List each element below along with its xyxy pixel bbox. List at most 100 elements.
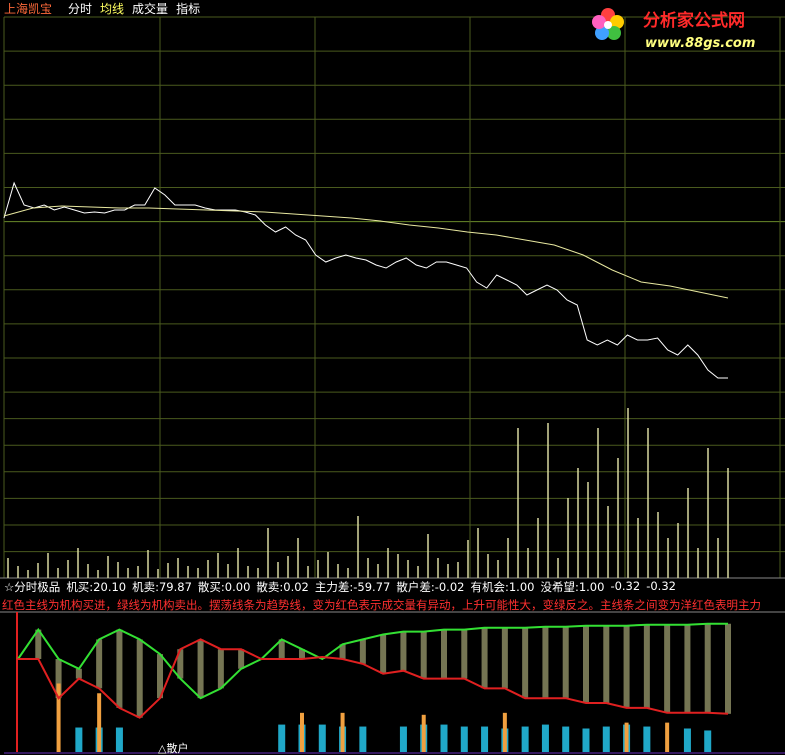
volume-bar [307,566,309,578]
volume-bar [547,423,549,578]
tab[interactable]: 成交量 [132,2,169,16]
volume-bar [497,560,499,578]
price-line [3,181,728,379]
logo-title: 分析家公式网 [643,10,745,31]
range-bar [217,649,224,689]
readout-item: -0.32 [610,579,641,593]
volume-bar [57,568,59,578]
range-bar [339,644,346,659]
range-bar [704,623,711,713]
volume-bar [537,518,539,578]
volume-bar [287,556,289,578]
orange-bar [97,693,102,752]
range-bar [238,649,245,669]
cyan-bar [460,726,468,752]
volume-bar [667,538,669,578]
volume-bar [67,560,69,578]
tab[interactable]: 均线 [100,2,125,16]
volume-bar [607,506,609,578]
readout-item: 散卖:0.02 [256,580,309,594]
orange-bar [502,712,507,752]
logo-petal [592,15,606,29]
volume-bar [627,408,629,578]
cyan-bar [541,724,549,752]
logo-petal [610,15,624,29]
orange-bar [300,712,304,752]
cyan-bar [115,727,123,752]
volume-bar [77,548,79,578]
volume-bar [357,516,359,578]
volume-bar [87,564,89,578]
price-line [3,205,729,299]
range-bar [197,639,204,699]
volume-bar [447,564,449,578]
volume-bar [727,468,729,578]
range-bar [96,639,103,689]
readout-item: 主力差:-59.77 [314,580,391,594]
range-bar [725,623,731,714]
volume-bar [647,428,649,578]
volume-bar [157,569,159,578]
volume-bar [577,468,579,578]
readout-item: 没希望:1.00 [540,580,605,594]
volume-bar [437,558,439,578]
range-bar [643,624,650,708]
readout-item: 散户差:-0.02 [396,580,465,594]
volume-bar [687,488,689,578]
volume-bar [187,566,189,578]
volume-bar [397,554,399,578]
volume-bar [637,518,639,578]
range-bar [278,639,285,659]
range-bar [177,649,184,679]
volume-bar [117,562,119,578]
indicator-line [18,638,729,719]
range-bar [461,629,468,679]
range-bar [623,625,630,708]
volume-bar [507,538,509,578]
volume-bar [717,538,719,578]
range-bar [75,668,82,679]
range-bar [400,631,407,671]
cyan-bar [683,728,691,752]
volume-bar [17,566,19,578]
header: 上海凯宝 分时 均线 成交量 指标 [4,0,200,17]
range-bar [35,629,42,659]
logo-center [604,21,612,29]
readout-item: 有机会:1.00 [470,580,535,594]
range-bar [55,658,62,699]
volume-bar [587,482,589,578]
marker: △散户 [158,742,189,755]
volume-bar [137,566,139,578]
volume-bar [97,570,99,578]
readout-item: -0.32 [646,579,676,593]
volume-bar [367,558,369,578]
volume-bar [37,563,39,578]
cyan-bar [440,724,448,752]
volume-bar [597,428,599,578]
range-bar [359,639,366,664]
cyan-bar [704,730,712,752]
volume-bar [217,553,219,578]
volume-bar [167,563,169,578]
readout-item: 机卖:79.87 [132,580,192,594]
tab[interactable]: 分时 [68,2,93,16]
volume-bar [327,552,329,578]
orange-bar [421,714,426,752]
volume-bar [297,538,299,578]
logo-petal [607,26,621,40]
volume-bar [267,528,269,578]
cyan-bar [521,726,529,752]
range-bar [299,649,305,659]
range-bar [481,627,488,689]
volume-bar [107,556,109,578]
cyan-bar [582,728,590,752]
volume-bar [487,554,489,578]
volume-bar [277,562,279,578]
orange-bar [624,722,629,752]
volume-bar [567,498,569,578]
volume-bar [127,568,129,578]
volume-bar [177,558,179,578]
tab[interactable]: 指标 [176,2,201,16]
volume-bar [317,560,319,578]
